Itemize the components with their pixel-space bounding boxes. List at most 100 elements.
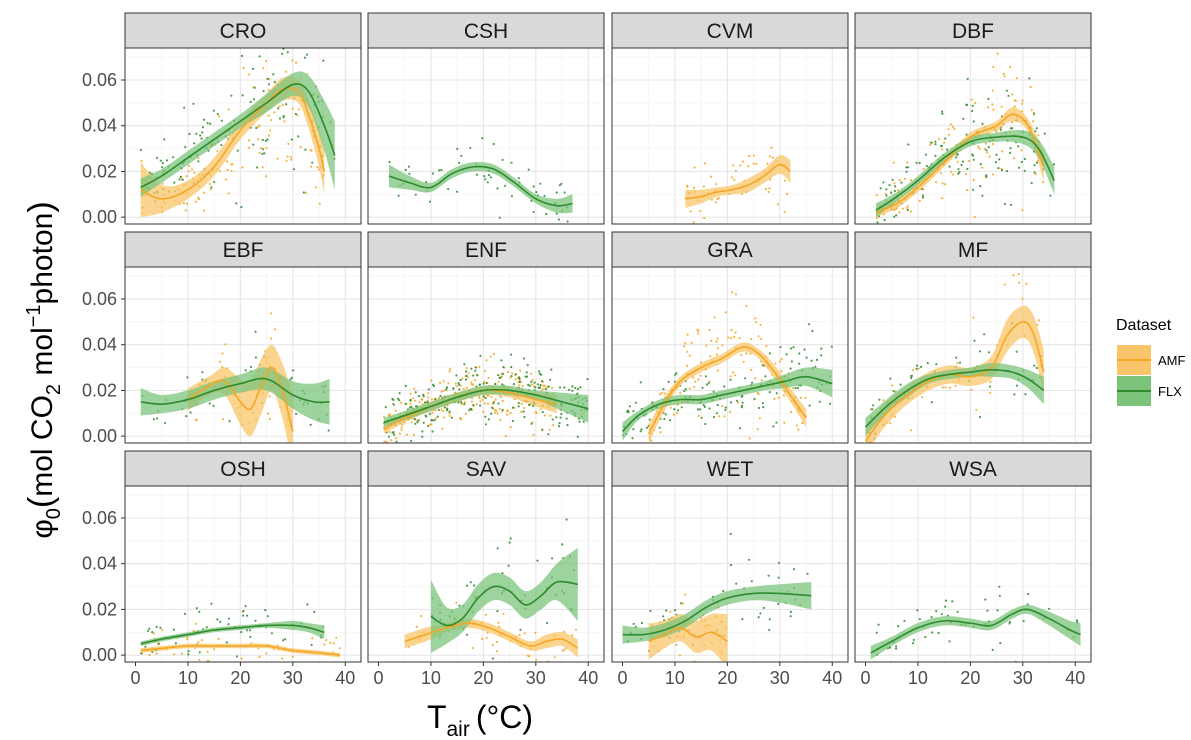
point xyxy=(558,184,562,187)
point xyxy=(277,107,280,110)
point xyxy=(1030,109,1033,112)
point xyxy=(756,428,759,431)
point xyxy=(156,417,159,420)
point xyxy=(505,410,509,413)
point xyxy=(504,435,507,438)
panel-border-cvm xyxy=(611,47,849,225)
point xyxy=(465,367,468,370)
point xyxy=(448,410,451,413)
point xyxy=(672,413,676,416)
point xyxy=(511,406,514,409)
y-tick-label: 0.02 xyxy=(82,380,117,400)
point xyxy=(212,109,215,112)
point xyxy=(692,376,695,379)
point xyxy=(172,628,175,631)
point xyxy=(755,162,758,165)
point xyxy=(483,402,486,405)
point xyxy=(658,393,662,396)
point xyxy=(893,182,896,185)
point xyxy=(563,630,566,634)
point xyxy=(227,617,230,620)
point xyxy=(531,383,534,386)
point xyxy=(694,380,697,383)
point xyxy=(390,439,393,442)
point xyxy=(443,406,446,409)
point xyxy=(792,387,795,390)
plot-content-wsa xyxy=(870,585,1081,662)
point xyxy=(757,392,760,395)
point xyxy=(970,388,973,391)
point xyxy=(557,218,561,221)
point xyxy=(428,412,431,415)
point xyxy=(541,428,544,431)
strip-label-cvm: CVM xyxy=(707,20,754,43)
point xyxy=(739,164,742,167)
point xyxy=(722,589,725,593)
point xyxy=(270,119,273,122)
point xyxy=(187,170,190,173)
point xyxy=(494,398,497,401)
point xyxy=(692,221,695,224)
point xyxy=(398,392,401,395)
point xyxy=(1048,607,1051,610)
point xyxy=(1015,77,1019,80)
point xyxy=(748,155,751,158)
point xyxy=(387,414,390,417)
plot-content-cvm xyxy=(684,146,791,224)
panel-border-ebf xyxy=(124,266,362,444)
strip-label-csh: CSH xyxy=(464,20,508,43)
point xyxy=(578,420,581,423)
panel-osh: OSH xyxy=(124,450,362,663)
point xyxy=(246,629,249,632)
point xyxy=(727,336,730,339)
point xyxy=(875,194,878,197)
point xyxy=(989,391,992,394)
point xyxy=(675,643,678,647)
point xyxy=(958,171,961,174)
point xyxy=(427,392,430,395)
point xyxy=(198,651,201,654)
point xyxy=(712,390,715,393)
point xyxy=(701,386,704,389)
point xyxy=(765,344,768,348)
point xyxy=(693,166,696,169)
point xyxy=(388,160,391,164)
point xyxy=(425,181,428,184)
point xyxy=(514,373,518,376)
point xyxy=(469,146,472,149)
point xyxy=(459,378,462,382)
point xyxy=(915,161,918,164)
point xyxy=(830,345,833,348)
point xyxy=(686,333,689,336)
point xyxy=(891,178,894,181)
point xyxy=(771,156,774,159)
point xyxy=(430,379,433,382)
point xyxy=(777,602,780,606)
point xyxy=(267,412,270,415)
point xyxy=(226,168,229,172)
point xyxy=(789,615,792,618)
point xyxy=(197,641,200,644)
point xyxy=(475,173,478,176)
point xyxy=(922,188,925,191)
point xyxy=(258,55,261,58)
point xyxy=(194,200,197,203)
line-cvm-amf xyxy=(685,163,791,200)
point xyxy=(244,605,247,608)
point xyxy=(439,381,442,384)
point xyxy=(543,194,546,198)
point xyxy=(906,209,910,212)
point xyxy=(309,149,312,152)
panel-cvm: CVM xyxy=(611,12,849,225)
point xyxy=(634,401,637,404)
point xyxy=(436,415,439,418)
line-csh-flx xyxy=(388,165,573,207)
point xyxy=(257,125,260,128)
point xyxy=(684,593,687,596)
point xyxy=(894,185,897,188)
point xyxy=(322,59,325,62)
point xyxy=(266,138,269,141)
point xyxy=(749,352,752,355)
x-tick-label: 30 xyxy=(283,668,303,688)
point xyxy=(557,425,561,428)
